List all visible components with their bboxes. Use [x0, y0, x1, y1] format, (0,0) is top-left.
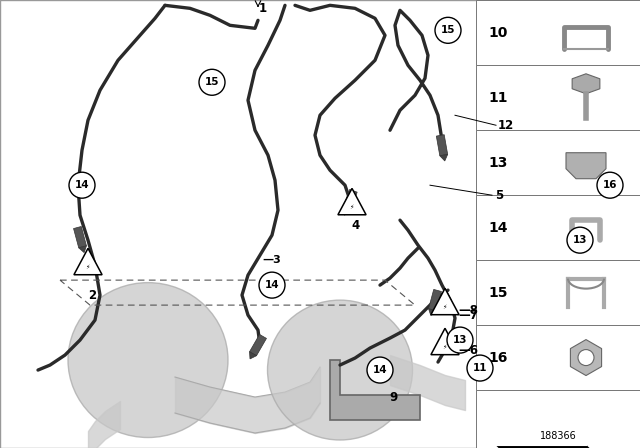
- Polygon shape: [566, 153, 606, 179]
- Polygon shape: [250, 352, 257, 359]
- Text: ⚡: ⚡: [350, 205, 354, 210]
- Text: 14: 14: [265, 280, 279, 290]
- Text: —7: —7: [458, 309, 478, 322]
- Circle shape: [467, 355, 493, 381]
- Bar: [250, 334, 266, 356]
- Text: 188366: 188366: [540, 431, 577, 441]
- Text: 10: 10: [488, 26, 508, 40]
- Polygon shape: [338, 189, 366, 215]
- Text: 15: 15: [488, 286, 508, 300]
- Circle shape: [597, 172, 623, 198]
- Bar: [74, 227, 86, 248]
- Text: 14: 14: [75, 180, 90, 190]
- Bar: [476, 390, 640, 448]
- Polygon shape: [440, 155, 447, 161]
- Polygon shape: [431, 328, 459, 355]
- Text: 13: 13: [488, 156, 508, 170]
- Text: ⚡: ⚡: [443, 305, 447, 310]
- Circle shape: [447, 327, 473, 353]
- Polygon shape: [343, 208, 350, 215]
- Circle shape: [567, 227, 593, 253]
- Text: 2: 2: [88, 289, 96, 302]
- Text: —6: —6: [458, 344, 478, 357]
- Text: —8: —8: [458, 304, 478, 317]
- Bar: [476, 0, 640, 65]
- Text: 4: 4: [352, 219, 360, 232]
- Polygon shape: [570, 340, 602, 375]
- Text: 1: 1: [259, 2, 267, 15]
- Text: 15: 15: [205, 77, 220, 87]
- Circle shape: [199, 69, 225, 95]
- Text: ⚡: ⚡: [86, 265, 90, 270]
- Bar: [476, 260, 640, 325]
- Text: 14: 14: [488, 221, 508, 235]
- Text: 13: 13: [452, 335, 467, 345]
- Circle shape: [435, 17, 461, 43]
- Bar: [343, 190, 357, 211]
- Polygon shape: [79, 246, 86, 253]
- Text: 14: 14: [372, 365, 387, 375]
- Circle shape: [259, 272, 285, 298]
- Polygon shape: [545, 128, 590, 300]
- Ellipse shape: [68, 283, 228, 438]
- Text: —3: —3: [262, 255, 281, 265]
- Bar: [429, 289, 442, 311]
- Text: 16: 16: [603, 180, 617, 190]
- Text: 15: 15: [441, 26, 455, 35]
- Text: 11: 11: [473, 363, 487, 373]
- Text: ⚡: ⚡: [443, 345, 447, 350]
- Polygon shape: [572, 74, 600, 94]
- Text: 5: 5: [495, 189, 503, 202]
- Polygon shape: [74, 248, 102, 275]
- Text: 16: 16: [488, 351, 508, 365]
- Text: 9: 9: [389, 391, 397, 404]
- Ellipse shape: [268, 300, 413, 440]
- Polygon shape: [496, 445, 606, 448]
- Text: 13: 13: [573, 235, 588, 245]
- Bar: [476, 130, 640, 195]
- Circle shape: [69, 172, 95, 198]
- Bar: [476, 325, 640, 390]
- Bar: [476, 195, 640, 260]
- Circle shape: [578, 349, 594, 366]
- Bar: [476, 65, 640, 130]
- Text: 11: 11: [488, 91, 508, 105]
- Polygon shape: [429, 309, 436, 315]
- Polygon shape: [330, 360, 420, 420]
- Circle shape: [367, 357, 393, 383]
- Text: 12: 12: [498, 119, 515, 132]
- Bar: [436, 135, 447, 156]
- Polygon shape: [431, 289, 459, 314]
